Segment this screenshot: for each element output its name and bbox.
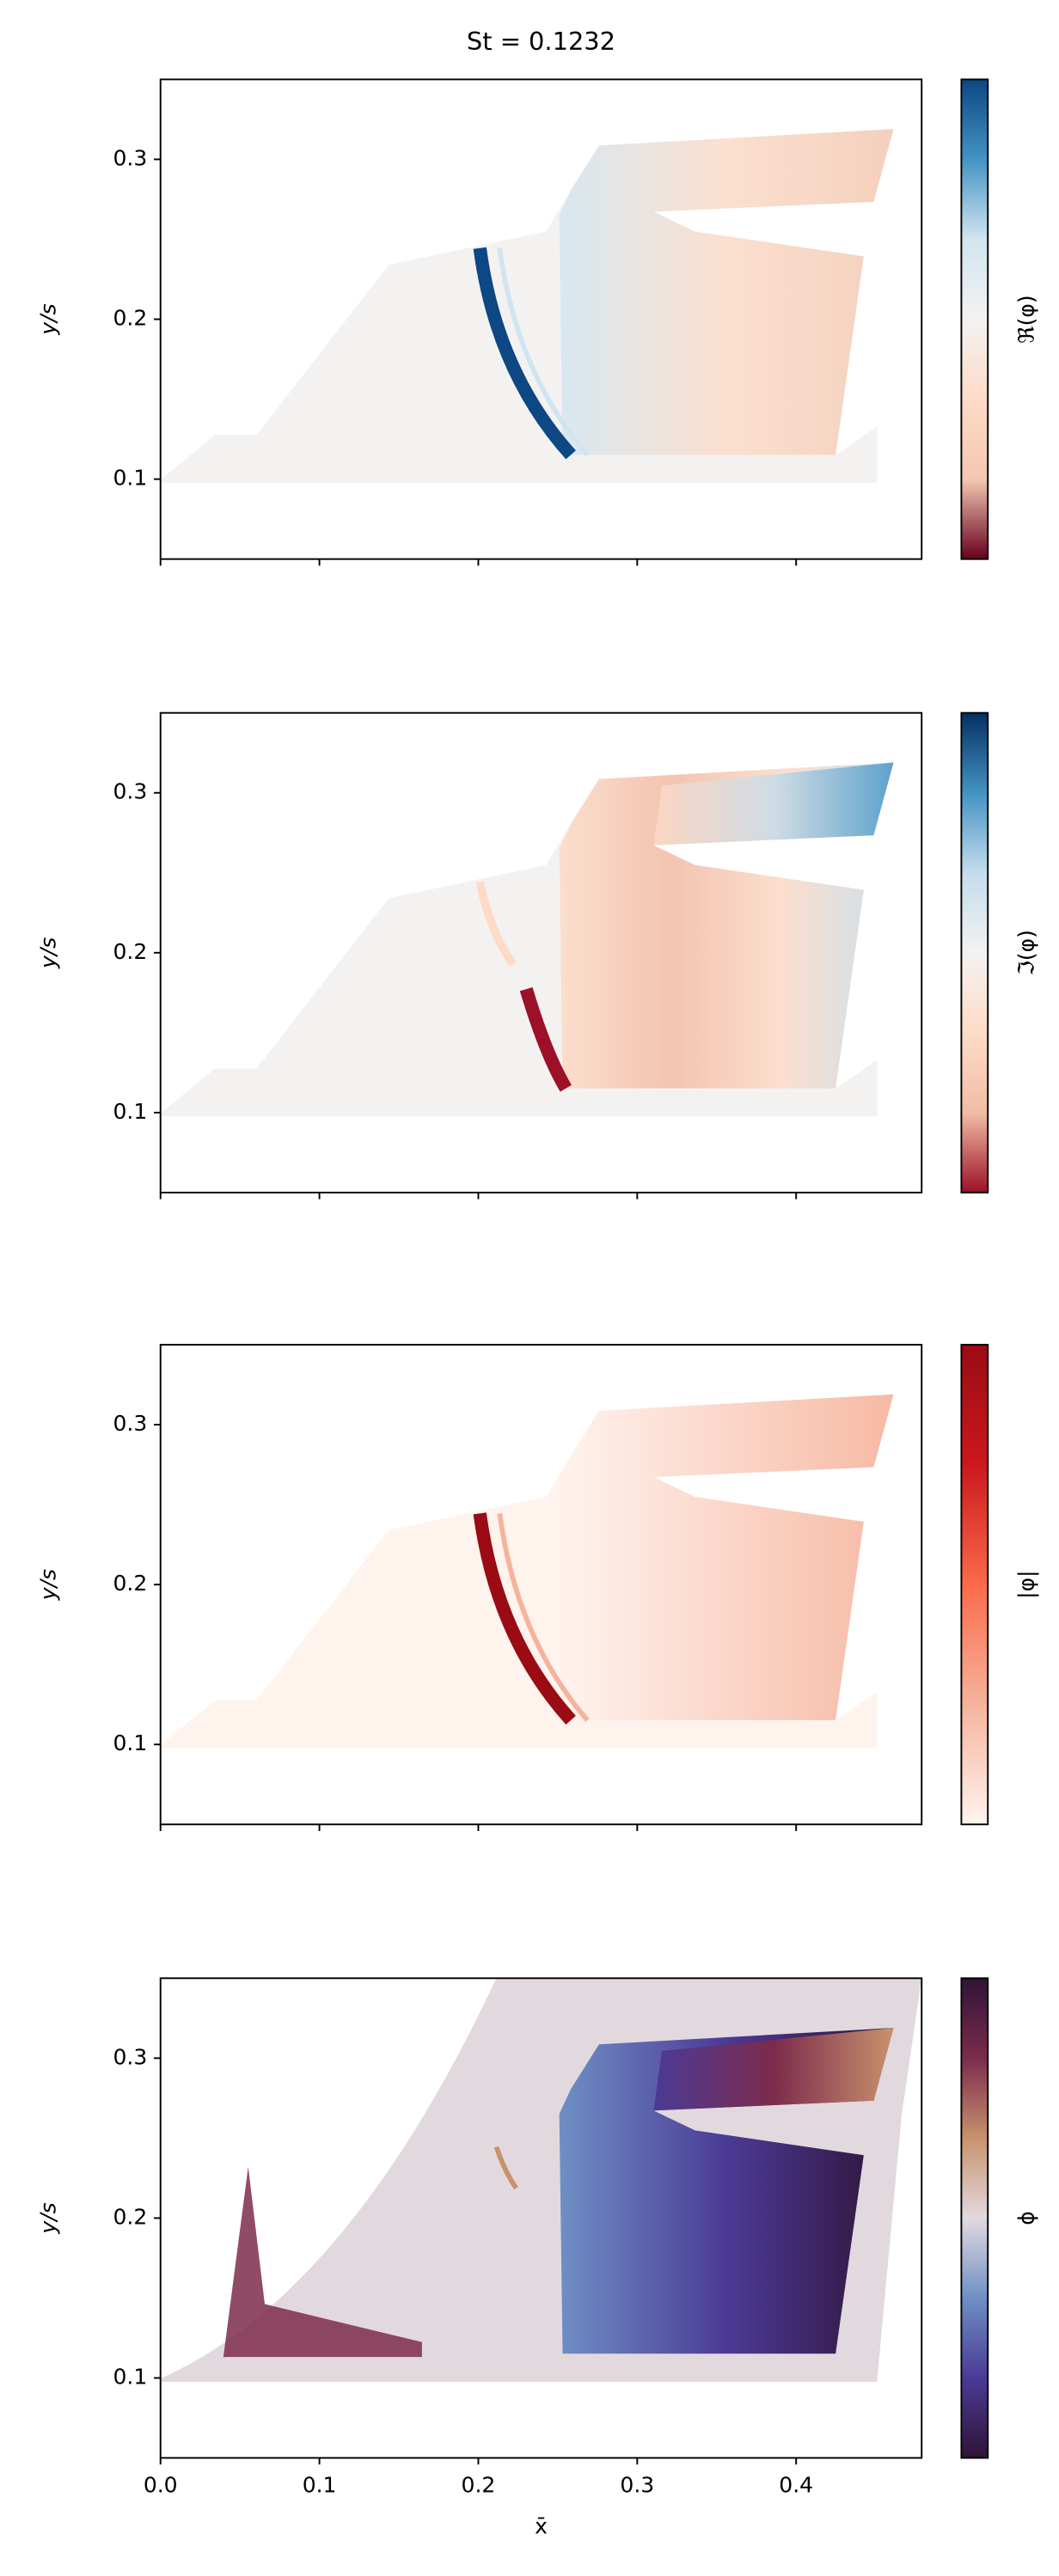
- colorbar-label: ϕ: [1013, 2211, 1038, 2225]
- colorbar: [960, 1977, 989, 2459]
- y-tick-label: 0.1: [113, 2365, 148, 2390]
- x-tick-label: 0.0: [144, 2472, 178, 2497]
- field-band: [473, 1512, 576, 1725]
- field-region: [653, 2028, 894, 2111]
- field-region: [559, 129, 894, 455]
- colorbar-label: |φ|: [1013, 1570, 1038, 1598]
- field-band: [473, 247, 576, 460]
- y-tick-label: 0.3: [113, 1411, 148, 1436]
- colorbar: [960, 78, 989, 560]
- colorbar-label: ℜ(φ): [1013, 295, 1038, 343]
- y-tick-label: 0.3: [113, 145, 148, 170]
- field: [160, 1394, 894, 1749]
- colorbar-label: ℑ(φ): [1013, 930, 1038, 975]
- field-band: [475, 881, 517, 968]
- field-band: [493, 2146, 518, 2190]
- x-tick-label: 0.1: [303, 2472, 337, 2497]
- y-axis-label: y/s: [36, 303, 61, 335]
- y-tick-label: 0.3: [113, 779, 148, 804]
- y-axis-label: y/s: [36, 937, 61, 969]
- y-tick-label: 0.2: [113, 306, 148, 331]
- y-tick-label: 0.3: [113, 2044, 148, 2069]
- field-region: [559, 2028, 894, 2354]
- field-band: [497, 1512, 590, 1722]
- y-axis-label: y/s: [36, 1569, 61, 1601]
- field-band: [497, 247, 590, 457]
- y-axis-label: y/s: [36, 2202, 61, 2234]
- y-tick-label: 0.1: [113, 466, 148, 491]
- field: [160, 1978, 922, 2383]
- x-tick-label: 0.3: [620, 2472, 654, 2497]
- colorbar: [960, 711, 989, 1193]
- field-region: [559, 762, 894, 1089]
- field-region: [223, 2166, 422, 2358]
- field-region: [653, 762, 894, 845]
- y-tick-label: 0.1: [113, 1099, 148, 1124]
- chart-title: St = 0.1232: [467, 27, 615, 56]
- x-tick-label: 0.2: [462, 2472, 496, 2497]
- field-band: [519, 986, 572, 1092]
- y-tick-label: 0.2: [113, 1571, 148, 1596]
- field: [160, 762, 894, 1117]
- x-tick-label: 0.4: [779, 2472, 813, 2497]
- y-tick-label: 0.1: [113, 1731, 148, 1755]
- x-axis-label: x̄: [535, 2513, 548, 2538]
- field: [160, 129, 894, 484]
- y-tick-label: 0.2: [113, 2204, 148, 2229]
- colorbar: [960, 1344, 989, 1826]
- field-region: [559, 1394, 894, 1721]
- y-tick-label: 0.2: [113, 939, 148, 964]
